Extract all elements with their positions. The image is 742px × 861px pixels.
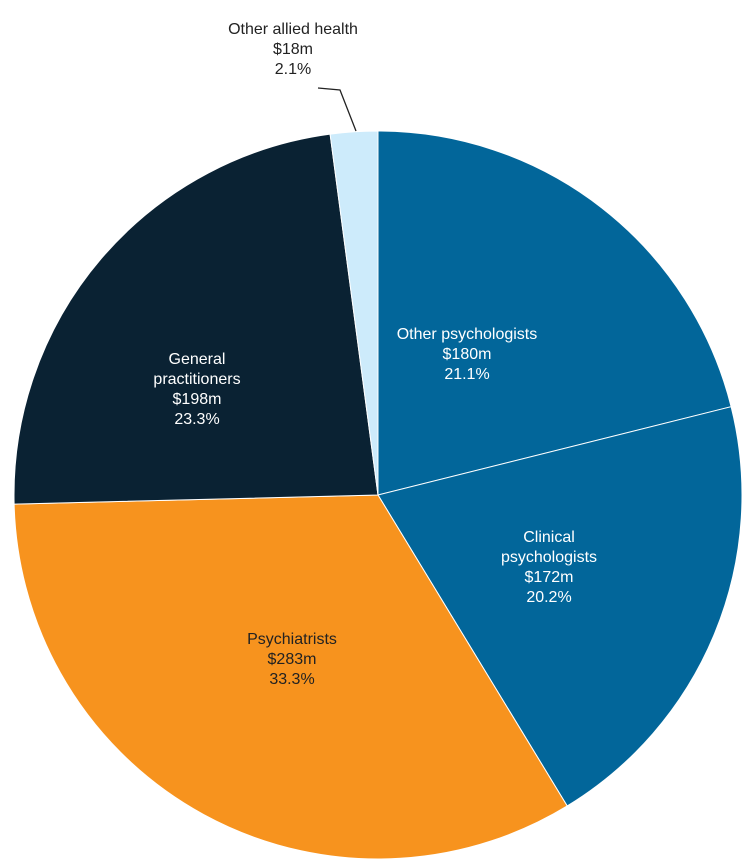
category-label: Clinical psychologists	[500, 529, 598, 566]
slice-label: Psychiatrists $283m 33.3%	[192, 630, 392, 690]
amount-label: $198m	[172, 391, 222, 408]
category-label: General practitioners	[153, 351, 241, 388]
value-label: 20.2%	[526, 589, 572, 606]
category-label: Other allied health	[228, 21, 358, 38]
pie-slice	[377, 130, 732, 496]
amount-label: $180m	[442, 346, 492, 363]
leader-line	[317, 87, 357, 132]
amount-label: $172m	[524, 569, 574, 586]
slice-label: Other allied health $18m 2.1%	[193, 20, 393, 80]
amount-label: $283m	[267, 651, 317, 668]
pie-slice	[13, 133, 379, 505]
slice-label: General practitioners $198m 23.3%	[142, 350, 252, 430]
pie-slice	[377, 406, 742, 807]
amount-label: $18m	[272, 41, 314, 58]
slice-label: Clinical psychologists $172m 20.2%	[494, 528, 604, 608]
value-label: 2.1%	[274, 61, 312, 78]
category-label: Other psychologists	[396, 326, 538, 343]
pie-slice	[13, 494, 568, 860]
category-label: Psychiatrists	[247, 631, 337, 648]
slice-label: Other psychologists $180m 21.1%	[367, 325, 567, 385]
value-label: 23.3%	[174, 411, 220, 428]
value-label: 21.1%	[444, 366, 490, 383]
pie-slice	[329, 130, 379, 496]
value-label: 33.3%	[269, 671, 315, 688]
